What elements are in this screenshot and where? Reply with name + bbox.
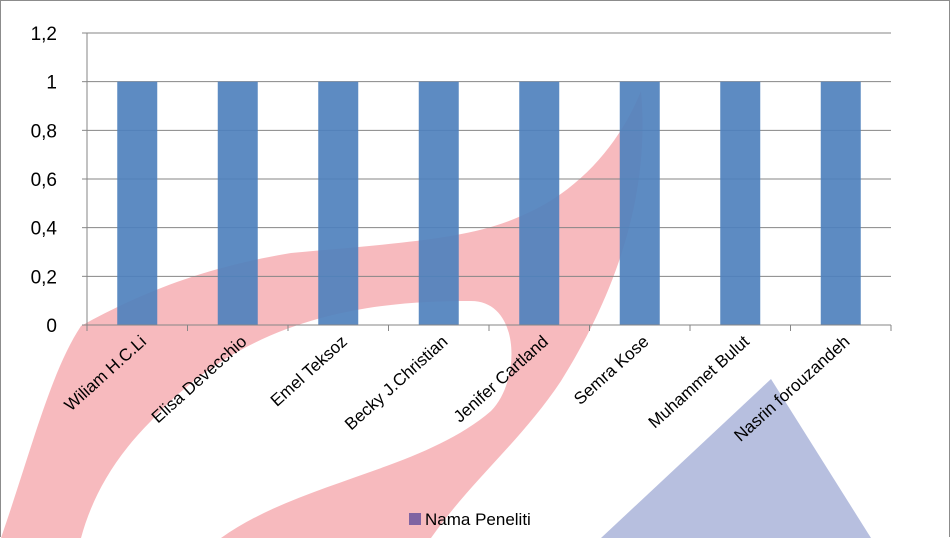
bar-2 <box>217 81 258 326</box>
y-tick-label: 0,8 <box>31 121 57 142</box>
bar-6 <box>619 81 660 326</box>
bar-4 <box>418 81 459 326</box>
bar-5 <box>519 81 560 326</box>
bar-3 <box>318 81 359 326</box>
legend-swatch <box>409 513 421 525</box>
category-label: Becky J.Christian <box>341 332 451 434</box>
y-tick-label: 0,4 <box>31 219 58 240</box>
bar-7 <box>720 81 761 326</box>
bar-series <box>117 81 861 326</box>
category-label: Emel Teksoz <box>267 332 351 410</box>
y-tick-label: 0 <box>46 316 57 337</box>
bar-1 <box>117 81 158 326</box>
legend: Nama Peneliti <box>409 510 531 529</box>
axes <box>82 32 892 331</box>
legend-label: Nama Peneliti <box>425 510 531 529</box>
y-tick-label: 0,6 <box>31 170 57 191</box>
y-tick-label: 1 <box>46 73 57 94</box>
bar-8 <box>820 81 861 326</box>
y-axis-tick-labels: 0 0,2 0,4 0,6 0,8 1 1,2 <box>31 24 58 337</box>
watermark-blue-triangle <box>601 379 871 538</box>
y-tick-label: 0,2 <box>31 267 57 288</box>
y-tick-label: 1,2 <box>31 24 57 45</box>
